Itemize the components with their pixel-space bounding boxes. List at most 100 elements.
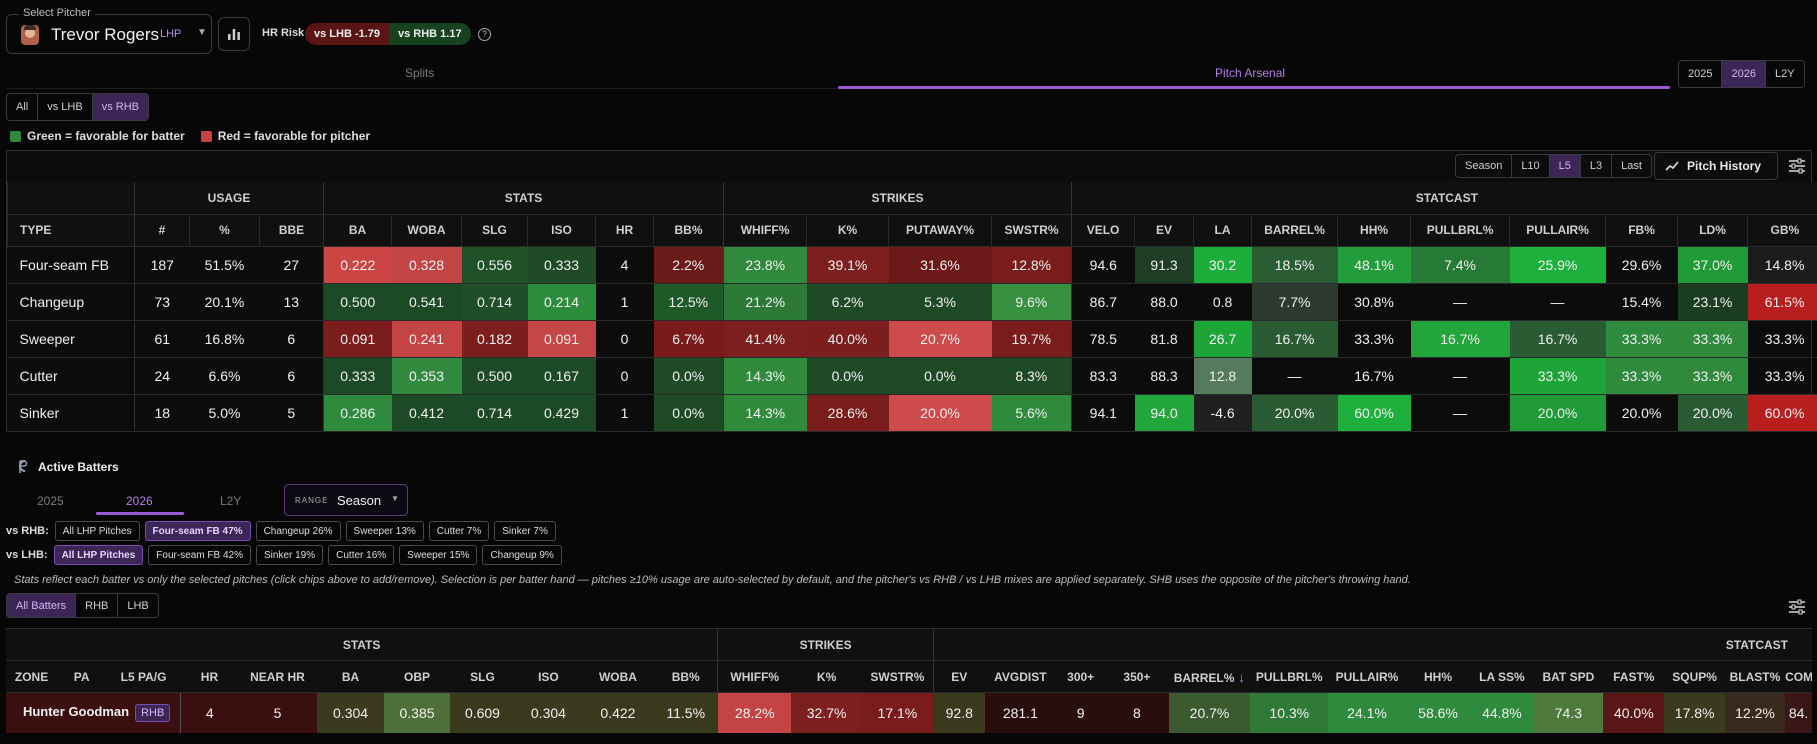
batters-col-header[interactable]: EV [932, 660, 985, 693]
batters-col-header[interactable]: BA [316, 660, 385, 693]
batters-col-header[interactable]: ZONE [6, 660, 58, 693]
range-season-button[interactable]: Season [1456, 155, 1513, 177]
color-legend: Green = favorable for batter Red = favor… [10, 129, 370, 143]
batters-col-header[interactable]: PULLBRL% [1250, 660, 1329, 693]
filter-lhb[interactable]: LHB [127, 599, 149, 612]
batters-col-header[interactable]: WHIFF% [717, 660, 792, 693]
batters-col-header[interactable]: ISO [515, 660, 582, 693]
arsenal-row[interactable]: Sinker 18 5.0% 5 0.286 0.412 0.714 0.429 1 0.0% 14… [7, 394, 1817, 432]
chip-pitch[interactable]: Sinker 7% [494, 521, 556, 541]
arsenal-col-header[interactable]: LA [1193, 214, 1252, 247]
arsenal-col-header[interactable]: HR [595, 214, 654, 247]
batter-column-settings-icon[interactable] [1788, 599, 1806, 615]
pitcher-select[interactable]: Select Pitcher Trevor Rogers LHP ▼ [6, 7, 212, 54]
chip-pitch[interactable]: Four-seam FB 47% [144, 521, 251, 541]
batters-col-header[interactable]: COM [1785, 660, 1812, 693]
range-l5-button[interactable]: L5 [1549, 155, 1581, 177]
batters-col-header[interactable]: OBP [384, 660, 450, 693]
year-2025-button[interactable]: 2025 [1679, 61, 1723, 87]
tab-splits[interactable]: Splits [405, 66, 435, 80]
arsenal-col-header[interactable]: PULLAIR% [1509, 214, 1606, 247]
arsenal-col-header[interactable]: PUTAWAY% [888, 214, 992, 247]
filter-all-batters[interactable]: All Batters [7, 594, 77, 617]
range-dropdown[interactable]: RANGE Season ▼ [284, 484, 408, 516]
arsenal-col-header[interactable]: VELO [1071, 214, 1135, 247]
batters-col-header[interactable]: NEAR HR [238, 660, 317, 693]
arsenal-row[interactable]: Cutter 24 6.6% 6 0.333 0.353 0.500 0.167 0 0.0% 14… [7, 357, 1817, 395]
batters-col-header[interactable]: HH% [1405, 660, 1471, 693]
split-vs-rhb-button[interactable]: vs RHB [92, 94, 148, 120]
batter-stat-cell: 44.8% [1470, 692, 1534, 733]
arsenal-col-header[interactable]: GB% [1747, 214, 1817, 247]
range-l10-button[interactable]: L10 [1512, 155, 1550, 177]
batters-col-header[interactable]: BARREL% ↓ [1168, 660, 1251, 693]
range-l3-button[interactable]: L3 [1581, 155, 1613, 177]
batter-name-cell[interactable]: Hunter Goodman RHB [6, 692, 182, 733]
arsenal-col-header[interactable]: WOBA [391, 214, 462, 247]
range-last-button[interactable]: Last [1621, 160, 1642, 172]
batters-col-header[interactable]: SLG [449, 660, 516, 693]
arsenal-col-header[interactable]: BA [323, 214, 392, 247]
batters-year-2025-tab[interactable]: 2025 [37, 494, 64, 508]
batters-col-header[interactable]: HR [180, 660, 239, 693]
chart-button[interactable] [218, 17, 250, 51]
batters-col-header[interactable]: FAST% [1603, 660, 1665, 693]
batters-col-header[interactable]: AVGDIST [984, 660, 1057, 693]
year-2026-button[interactable]: 2026 [1722, 61, 1766, 87]
arsenal-col-header[interactable]: # [134, 214, 190, 247]
chip-pitch[interactable]: Cutter 16% [328, 545, 395, 565]
batters-col-header[interactable]: L5 PA/G [106, 660, 181, 693]
batters-col-header[interactable]: K% [791, 660, 862, 693]
arsenal-col-header[interactable]: BB% [652, 214, 724, 247]
chip-all-pitches[interactable]: All LHP Pitches [54, 521, 140, 541]
arsenal-row[interactable]: Sweeper 61 16.8% 6 0.091 0.241 0.182 0.091 0 6.7%… [7, 320, 1817, 358]
chip-all-pitches[interactable]: All LHP Pitches [53, 545, 144, 565]
chip-pitch[interactable]: Sweeper 13% [345, 521, 424, 541]
chip-pitch[interactable]: Four-seam FB 42% [148, 545, 251, 565]
arsenal-col-header[interactable]: EV [1134, 214, 1194, 247]
chip-pitch[interactable]: Sinker 19% [256, 545, 324, 565]
batters-col-header[interactable]: BB% [654, 660, 718, 693]
arsenal-col-header[interactable]: WHIFF% [723, 214, 807, 247]
arsenal-col-header[interactable]: HH% [1337, 214, 1411, 247]
arsenal-col-header[interactable]: K% [806, 214, 889, 247]
batters-col-header[interactable]: BAT SPD [1533, 660, 1604, 693]
split-all-button[interactable]: All [7, 94, 39, 120]
arsenal-cell: 94.1 [1071, 394, 1135, 432]
chip-pitch[interactable]: Sweeper 15% [399, 545, 478, 565]
arsenal-col-header[interactable]: BBE [259, 214, 324, 247]
batters-col-header[interactable]: 300+ [1056, 660, 1106, 693]
arsenal-col-header[interactable]: SWSTR% [991, 214, 1072, 247]
arsenal-col-header[interactable]: FB% [1605, 214, 1678, 247]
arsenal-row[interactable]: Four-seam FB 187 51.5% 27 0.222 0.328 0.556 0.3… [7, 246, 1817, 284]
arsenal-col-header[interactable]: ISO [527, 214, 596, 247]
batters-col-header[interactable]: SWSTR% [861, 660, 934, 693]
split-vs-lhb-button[interactable]: vs LHB [38, 94, 93, 120]
batters-col-header[interactable]: PA [57, 660, 107, 693]
batters-col-header[interactable]: SQUP% [1664, 660, 1725, 693]
arsenal-col-header[interactable]: BARREL% [1251, 214, 1338, 247]
year-l2y-button[interactable]: L2Y [1774, 68, 1795, 80]
chip-pitch[interactable]: Cutter 7% [428, 521, 490, 541]
filter-rhb[interactable]: RHB [76, 594, 119, 617]
batters-col-header[interactable]: 350+ [1105, 660, 1169, 693]
arsenal-col-header[interactable]: LD% [1677, 214, 1748, 247]
batters-year-2026-tab[interactable]: 2026 [126, 494, 153, 508]
batter-row[interactable]: Hunter Goodman RHB 4 5 0.304 0.385 0.609 0.304 0… [6, 692, 1812, 733]
pitch-history-button[interactable]: Pitch History [1654, 152, 1778, 180]
tab-pitch-arsenal[interactable]: Pitch Arsenal [1215, 66, 1286, 80]
arsenal-col-header[interactable]: TYPE [7, 214, 135, 247]
chip-pitch[interactable]: Changeup 9% [482, 545, 562, 565]
arsenal-row[interactable]: Changeup 73 20.1% 13 0.500 0.541 0.714 0.214 1 12… [7, 283, 1817, 321]
column-settings-icon[interactable] [1788, 158, 1806, 174]
arsenal-col-header[interactable]: % [189, 214, 260, 247]
chip-pitch[interactable]: Changeup 26% [255, 521, 341, 541]
batters-col-header[interactable]: PULLAIR% [1328, 660, 1406, 693]
batters-year-l2y-tab[interactable]: L2Y [220, 494, 242, 508]
batters-col-header[interactable]: LA SS% [1470, 660, 1534, 693]
arsenal-col-header[interactable]: PULLBRL% [1410, 214, 1510, 247]
batters-col-header[interactable]: BLAST% [1724, 660, 1786, 693]
help-icon[interactable]: ? [478, 28, 491, 41]
batters-col-header[interactable]: WOBA [581, 660, 655, 693]
arsenal-col-header[interactable]: SLG [461, 214, 528, 247]
